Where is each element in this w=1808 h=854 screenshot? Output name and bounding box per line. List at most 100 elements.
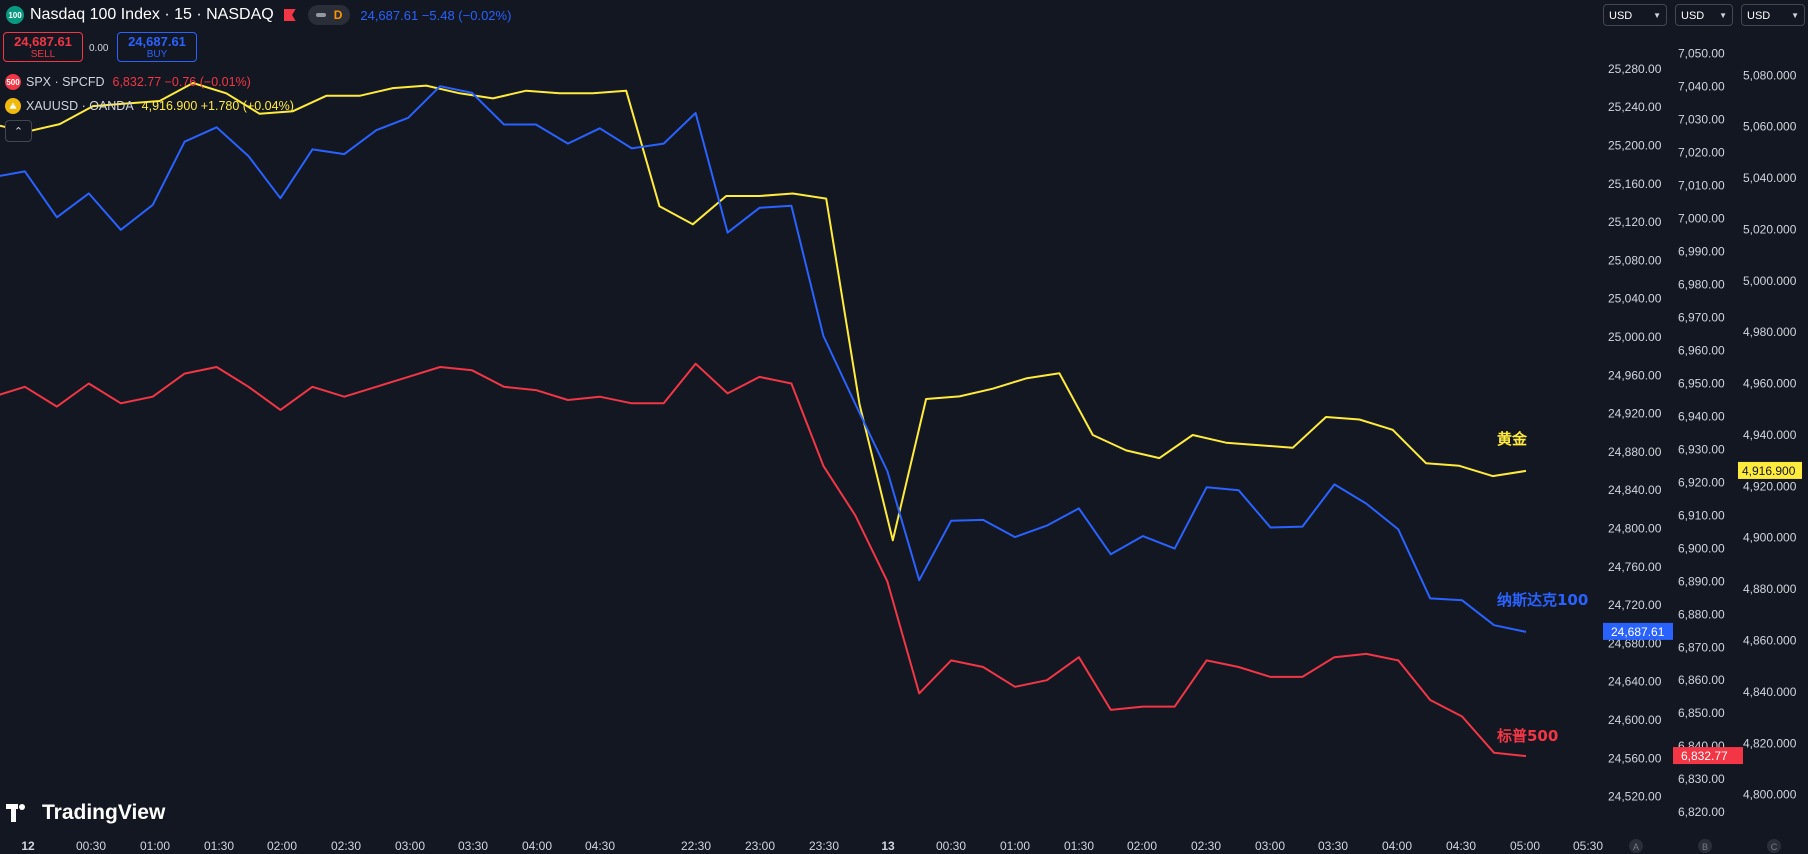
scale-footer-dot [1698,839,1712,853]
y-tick-label: 6,890.00 [1678,574,1725,588]
time-axis-bg [0,836,1600,854]
series-line [0,362,1527,758]
series-name-label: 黄金 [1497,430,1528,448]
currency-select-3[interactable]: USD ▼ [1741,4,1805,26]
chevron-down-icon: ▼ [1719,11,1727,20]
chart-header: 100 Nasdaq 100 Index · 15 · NASDAQ D 24,… [0,0,511,30]
legend-row-xauusd[interactable]: XAUUSD · OANDA 4,916.900 +1.780 (+0.04%) [0,95,294,117]
x-tick-label: 22:30 [681,839,711,853]
last-value-label: 6,832.77 [1681,749,1728,763]
y-tick-label: 6,990.00 [1678,245,1725,259]
spread-value: 0.00 [89,43,109,54]
chevron-up-icon[interactable]: ⌃ [5,120,32,142]
sell-label: SELL [30,49,56,60]
y-tick-label: 25,040.00 [1608,292,1662,306]
y-tick-label: 6,830.00 [1678,772,1725,786]
y-tick-label: 4,980.000 [1743,325,1797,339]
y-tick-label: 6,950.00 [1678,376,1725,390]
last-value-label: 4,916.900 [1742,464,1796,478]
y-tick-label: 7,040.00 [1678,80,1725,94]
scale-footer-label: C [1771,842,1778,852]
x-tick-label: 05:00 [1510,839,1540,853]
y-tick-label: 7,010.00 [1678,179,1725,193]
y-tick-label: 25,120.00 [1608,215,1662,229]
series-name-label: 标普500 [1496,727,1558,745]
y-tick-label: 6,980.00 [1678,278,1725,292]
flag-icon[interactable] [283,9,296,21]
tradingview-logo[interactable]: TradingView [6,801,165,825]
y-tick-label: 4,880.000 [1743,582,1797,596]
last-value-badge [1673,747,1743,765]
y-tick-label: 25,000.00 [1608,330,1662,344]
x-tick-label: 13 [881,839,895,853]
legend-name: XAUUSD · OANDA [26,99,134,113]
x-tick-label: 12 [21,839,35,853]
x-tick-label: 01:30 [1064,839,1094,853]
x-tick-label: 23:30 [809,839,839,853]
y-tick-label: 7,050.00 [1678,47,1725,61]
y-tick-label: 6,960.00 [1678,344,1725,358]
y-tick-label: 5,080.000 [1743,68,1797,82]
y-tick-label: 24,520.00 [1608,790,1662,804]
market-status-pill[interactable]: D [307,5,351,25]
dash-icon [315,13,326,17]
y-tick-label: 25,200.00 [1608,139,1662,153]
legend-row-spx[interactable]: 500 SPX · SPCFD 6,832.77 −0.76 (−0.01%) [0,71,251,93]
buy-button[interactable]: 24,687.61 BUY [117,32,197,62]
y-tick-label: 6,850.00 [1678,706,1725,720]
y-tick-label: 24,840.00 [1608,483,1662,497]
y-tick-label: 25,280.00 [1608,62,1662,76]
sell-button[interactable]: 24,687.61 SELL [3,32,83,62]
y-tick-label: 24,880.00 [1608,445,1662,459]
x-tick-label: 00:30 [76,839,106,853]
y-tick-label: 4,920.000 [1743,479,1797,493]
brand-name: TradingView [42,801,166,824]
y-tick-label: 4,900.000 [1743,531,1797,545]
x-tick-label: 00:30 [936,839,966,853]
series-line [0,85,1527,633]
y-tick-label: 4,860.000 [1743,634,1797,648]
y-tick-label: 7,020.00 [1678,146,1725,160]
x-tick-label: 03:00 [395,839,425,853]
nasdaq-logo-icon: 100 [6,6,24,24]
y-tick-label: 24,760.00 [1608,560,1662,574]
legend-name: SPX · SPCFD [26,75,105,89]
y-tick-label: 4,820.000 [1743,736,1797,750]
y-tick-label: 25,240.00 [1608,100,1662,114]
currency-select-1[interactable]: USD ▼ [1603,4,1667,26]
x-tick-label: 04:30 [1446,839,1476,853]
main-quote: 24,687.61 −5.48 (−0.02%) [360,7,512,23]
y-tick-label: 6,930.00 [1678,442,1725,456]
y-tick-label: 24,560.00 [1608,751,1662,765]
x-tick-label: 03:00 [1255,839,1285,853]
y-tick-label: 5,060.000 [1743,120,1797,134]
y-tick-label: 24,720.00 [1608,598,1662,612]
x-tick-label: 02:30 [1191,839,1221,853]
x-tick-label: 04:30 [585,839,615,853]
x-tick-label: 01:00 [140,839,170,853]
currency-value: USD [1609,10,1633,22]
legend-value: 4,916.900 +1.780 (+0.04%) [141,99,294,113]
x-tick-label: 05:30 [1573,839,1603,853]
y-tick-label: 25,080.00 [1608,253,1662,267]
series-line [0,82,1527,542]
y-tick-label: 5,000.000 [1743,274,1797,288]
legend-value: 6,832.77 −0.76 (−0.01%) [112,75,251,89]
y-tick-label: 24,600.00 [1608,713,1662,727]
x-tick-label: 01:30 [204,839,234,853]
delay-badge: D [333,8,343,22]
x-tick-label: 02:00 [267,839,297,853]
scale-footer-dot [1629,839,1643,853]
x-tick-label: 03:30 [1318,839,1348,853]
buy-price: 24,687.61 [128,34,186,49]
y-tick-label: 6,860.00 [1678,673,1725,687]
y-tick-label: 24,960.00 [1608,368,1662,382]
tradingview-logo-icon [6,804,36,822]
x-tick-label: 04:00 [1382,839,1412,853]
currency-select-2[interactable]: USD ▼ [1675,4,1733,26]
y-tick-label: 6,900.00 [1678,541,1725,555]
symbol-title[interactable]: Nasdaq 100 Index · 15 · NASDAQ [30,6,274,23]
y-tick-label: 6,870.00 [1678,640,1725,654]
scale-footer-label: A [1633,842,1639,852]
